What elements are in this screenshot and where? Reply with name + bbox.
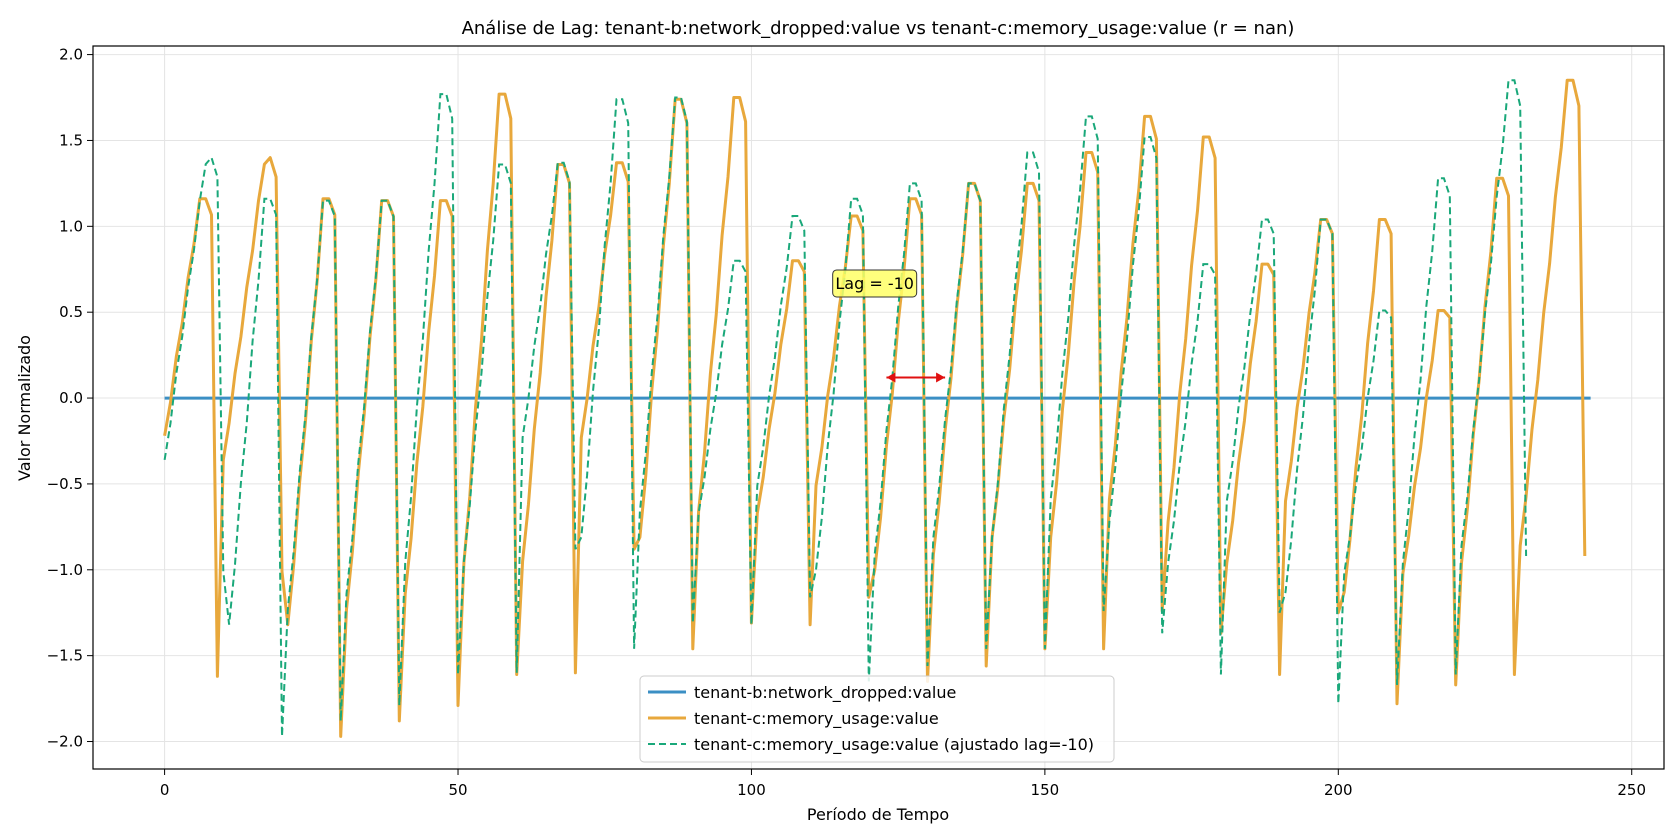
x-tick-label: 50	[448, 781, 467, 799]
annotation-box	[832, 269, 918, 298]
x-tick-label: 250	[1617, 781, 1646, 799]
x-tick-label: 100	[737, 781, 766, 799]
legend-entry: tenant-c:memory_usage:value	[694, 709, 939, 729]
y-tick-label: −0.5	[47, 475, 83, 493]
y-tick-label: 1.0	[59, 217, 83, 235]
axes-frame	[92, 45, 1665, 770]
y-tick-label: 1.5	[59, 131, 83, 149]
annotation-label: Lag = -10	[835, 274, 914, 293]
legend-box	[639, 675, 1115, 763]
y-tick-label: 0.0	[59, 389, 83, 407]
x-tick-label: 200	[1324, 781, 1353, 799]
legend-entry: tenant-c:memory_usage:value (ajustado la…	[694, 735, 1094, 755]
lag-arrow-head-left	[886, 372, 896, 383]
y-tick-label: 2.0	[59, 46, 83, 64]
y-axis-label: Valor Normalizado	[15, 335, 34, 481]
lag-arrow-head-right	[936, 372, 946, 383]
legend: tenant-b:network_dropped:value tenant-c:m…	[639, 675, 1115, 763]
y-tick-label: 0.5	[59, 303, 83, 321]
y-tick-label: −2.0	[47, 733, 83, 751]
x-axis-label: Período de Tempo	[807, 805, 949, 824]
y-axis: −2.0 −1.5 −1.0 −0.5 0.0 0.5 1.0 1.5 2.0	[47, 46, 93, 751]
x-tick-label: 0	[160, 781, 170, 799]
y-tick-label: −1.0	[47, 561, 83, 579]
legend-entry: tenant-b:network_dropped:value	[694, 683, 956, 703]
y-tick-label: −1.5	[47, 647, 83, 665]
chart-title: Análise de Lag: tenant-b:network_dropped…	[462, 18, 1295, 39]
x-tick-label: 150	[1031, 781, 1060, 799]
lag-annotation: Lag = -10	[832, 269, 946, 383]
x-axis: 0 50 100 150 200 250	[160, 769, 1646, 799]
